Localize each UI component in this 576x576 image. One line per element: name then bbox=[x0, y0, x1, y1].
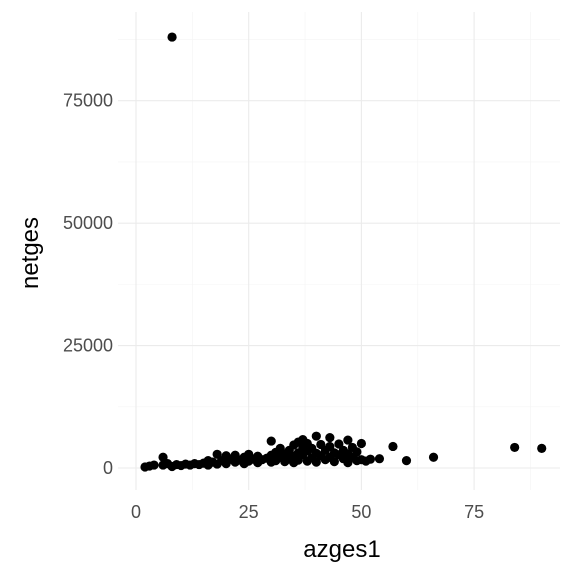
data-point bbox=[537, 443, 547, 454]
data-point bbox=[334, 439, 344, 449]
data-point bbox=[311, 431, 321, 441]
x-tick-label: 25 bbox=[239, 502, 259, 522]
data-point bbox=[325, 441, 335, 452]
data-point bbox=[428, 452, 439, 462]
data-point bbox=[365, 454, 376, 464]
x-axis-title: azges1 bbox=[303, 536, 380, 563]
x-axis-ticks: 0 25 50 75 bbox=[131, 502, 484, 522]
x-tick-label: 75 bbox=[464, 502, 484, 522]
y-tick-label: 25000 bbox=[63, 336, 113, 356]
data-point bbox=[401, 456, 412, 466]
grid bbox=[118, 12, 560, 490]
data-point bbox=[374, 454, 385, 464]
data-point bbox=[356, 438, 366, 449]
y-tick-label: 75000 bbox=[63, 91, 113, 111]
data-point bbox=[343, 435, 353, 445]
data-point bbox=[212, 449, 222, 459]
data-point bbox=[149, 460, 159, 470]
data-point bbox=[325, 433, 335, 443]
data-points bbox=[140, 32, 547, 472]
data-point bbox=[311, 457, 321, 467]
data-point bbox=[352, 447, 362, 457]
y-tick-label: 50000 bbox=[63, 213, 113, 233]
data-point bbox=[266, 436, 276, 446]
data-point bbox=[167, 32, 177, 42]
x-tick-label: 50 bbox=[351, 502, 371, 522]
data-point bbox=[158, 452, 168, 462]
data-point bbox=[329, 457, 339, 467]
x-tick-label: 0 bbox=[131, 502, 141, 522]
data-point bbox=[510, 442, 520, 453]
y-axis-title: netges bbox=[17, 217, 44, 289]
y-tick-label: 0 bbox=[103, 458, 113, 478]
data-point bbox=[388, 441, 398, 452]
y-axis-ticks: 0 25000 50000 75000 bbox=[63, 91, 113, 478]
